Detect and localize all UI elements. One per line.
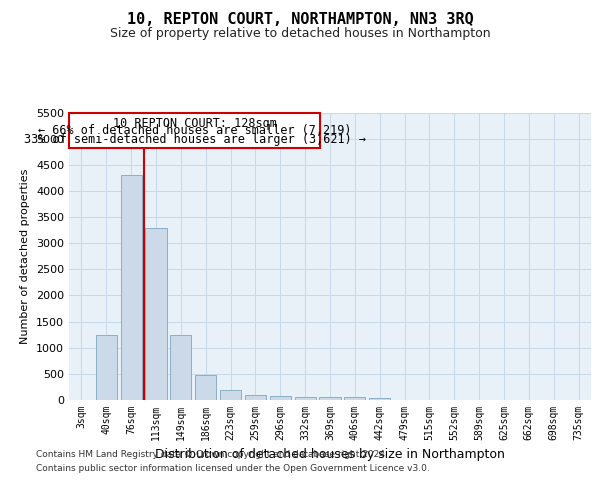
Bar [245,395,266,400]
Text: 10, REPTON COURT, NORTHAMPTON, NN3 3RQ: 10, REPTON COURT, NORTHAMPTON, NN3 3RQ [127,12,473,28]
Bar [220,390,241,400]
Text: 10 REPTON COURT: 128sqm: 10 REPTON COURT: 128sqm [113,116,277,130]
Text: 33% of semi-detached houses are larger (3,621) →: 33% of semi-detached houses are larger (… [24,134,366,146]
Bar [96,334,117,400]
Bar [170,334,191,400]
Bar [195,375,216,400]
Text: Contains public sector information licensed under the Open Government Licence v3: Contains public sector information licen… [36,464,430,473]
Text: ← 66% of detached houses are smaller (7,219): ← 66% of detached houses are smaller (7,… [38,124,352,137]
Bar [121,175,142,400]
Bar [295,398,316,400]
Bar [145,228,167,400]
Bar [270,396,291,400]
X-axis label: Distribution of detached houses by size in Northampton: Distribution of detached houses by size … [155,448,505,462]
Bar [319,398,341,400]
Bar [344,398,365,400]
Y-axis label: Number of detached properties: Number of detached properties [20,168,31,344]
Bar [369,398,390,400]
FancyBboxPatch shape [70,112,320,148]
Text: Contains HM Land Registry data © Crown copyright and database right 2024.: Contains HM Land Registry data © Crown c… [36,450,388,459]
Text: Size of property relative to detached houses in Northampton: Size of property relative to detached ho… [110,28,490,40]
